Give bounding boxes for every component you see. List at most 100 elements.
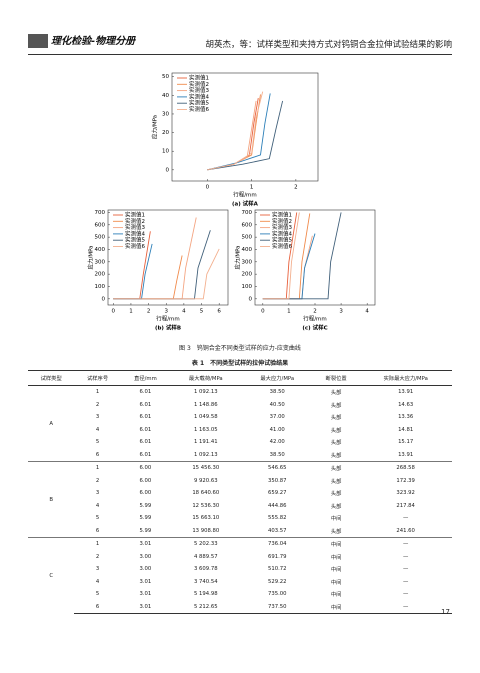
table-cell: 546.65 xyxy=(241,461,313,475)
table-cell: 6.01 xyxy=(139,401,152,408)
table-cell: 中间 xyxy=(330,592,342,599)
legend-label: 实测值6 xyxy=(272,242,293,250)
table-cell: 14.63 xyxy=(398,401,414,408)
table-cell: 444.86 xyxy=(267,502,287,509)
table-cell: 323.92 xyxy=(396,490,415,497)
table-cell: 中间 xyxy=(330,567,342,574)
table-cell: 头部 xyxy=(330,528,342,535)
page-number: 17 xyxy=(441,608,450,616)
legend-label: 实测值6 xyxy=(125,242,146,250)
y-tick-label: 0 xyxy=(166,167,170,173)
table-cell: 14.81 xyxy=(398,426,414,433)
table-cell: 510.72 xyxy=(267,566,287,573)
table-row: 2 6.00 9 920.63 350.87 头部 172.39 xyxy=(28,475,452,488)
table-cell: 13.91 xyxy=(359,385,452,399)
table-cell: 737.50 xyxy=(241,600,313,614)
table-cell: 5 xyxy=(95,515,100,522)
x-tick-label: 1 xyxy=(250,185,254,191)
table-cell: 529.22 xyxy=(267,578,287,585)
table-cell: 6.01 xyxy=(120,385,171,399)
table-row: 6 3.01 5 212.65 737.50 中间 — xyxy=(28,600,452,614)
y-axis-label: 应力/MPa xyxy=(151,115,159,139)
chart-caption: (c) 试样C xyxy=(302,324,327,332)
column-header: 试样序号 xyxy=(74,370,121,386)
table-cell: 6.01 xyxy=(139,426,152,433)
x-tick-label: 0 xyxy=(206,185,210,191)
table-cell: 2 xyxy=(95,477,100,484)
table-cell: 6.00 xyxy=(139,477,152,484)
y-tick-label: 0 xyxy=(249,296,253,302)
y-tick-label: 400 xyxy=(95,247,106,253)
table-cell: 头部 xyxy=(330,478,342,485)
table-cell: 头部 xyxy=(330,503,342,510)
table-cell: 3 xyxy=(95,414,100,421)
y-tick-label: 0 xyxy=(102,296,106,302)
journal-name: 理化检验-物理分册 xyxy=(51,36,136,47)
y-tick-label: 20 xyxy=(162,130,169,136)
legend-label: 实测值4 xyxy=(189,92,210,100)
column-header: 最大应力/MPa xyxy=(241,370,313,386)
table-row: 5 5.99 15 663.10 555.82 中间 — xyxy=(28,512,452,525)
table-cell: 中间 xyxy=(312,537,360,551)
running-title: 胡英杰，等：试样类型和夹持方式对钨铜合金拉伸试验结果的影响 xyxy=(205,40,452,50)
table-cell: 1 049.58 xyxy=(194,414,218,421)
data-line xyxy=(262,212,342,300)
legend-label: 实测值3 xyxy=(125,223,146,231)
table-row: B 1 6.00 15 456.30 546.65 头部 268.58 xyxy=(28,461,452,538)
x-tick-label: 3 xyxy=(339,309,343,315)
table-row: 2 6.01 1 148.86 40.50 头部 14.63 xyxy=(28,399,452,412)
x-tick-label: 3 xyxy=(164,309,168,315)
table-cell: 4 xyxy=(95,502,100,509)
x-tick-label: 4 xyxy=(365,309,369,315)
table-cell: 6.01 xyxy=(139,439,152,446)
table-cell: 4 xyxy=(95,426,100,433)
table-cell: 头部 xyxy=(330,415,342,422)
table-cell: 6.00 xyxy=(139,490,152,497)
table-cell: 15 456.30 xyxy=(170,461,242,475)
table-cell: 3.01 xyxy=(120,537,171,551)
legend-label: 实测值5 xyxy=(125,236,146,244)
y-tick-label: 300 xyxy=(242,259,253,265)
table-cell: 350.87 xyxy=(267,477,287,484)
table-row: 5 3.01 5 194.98 735.00 中间 — xyxy=(28,588,452,601)
x-tick-label: 2 xyxy=(294,185,298,191)
table-cell: — xyxy=(403,591,409,598)
table-cell: 头部 xyxy=(312,385,360,399)
table-row: 2 3.00 4 889.57 691.79 中间 — xyxy=(28,551,452,564)
table-row: 3 6.01 1 049.58 37.00 头部 13.36 xyxy=(28,411,452,424)
figure-caption: 图 3 钨铜合金不同类型试样的应力-应变曲线 xyxy=(179,345,301,352)
chart-caption: (a) 试样A xyxy=(232,200,259,208)
table-cell: 13.36 xyxy=(398,414,414,421)
y-tick-label: 100 xyxy=(242,284,253,290)
journal-logo: 理化检验-物理分册 xyxy=(28,32,135,48)
table-cell: 3 740.54 xyxy=(194,578,218,585)
column-header: 断裂位置 xyxy=(312,370,360,386)
legend-label: 实测值4 xyxy=(272,229,293,237)
table-cell: 18 640.60 xyxy=(192,490,220,497)
table-cell: 头部 xyxy=(312,461,360,475)
x-axis-label: 行程/mm xyxy=(303,315,327,323)
group-cell: C xyxy=(28,537,75,614)
table-cell: 6.00 xyxy=(120,461,171,475)
table-cell: — xyxy=(403,578,409,585)
legend-label: 实测值5 xyxy=(272,236,293,244)
y-tick-label: 700 xyxy=(95,210,106,216)
legend-label: 实测值5 xyxy=(189,99,210,107)
y-tick-label: 600 xyxy=(242,222,253,228)
y-tick-label: 100 xyxy=(95,284,106,290)
chart-caption: (b) 试样B xyxy=(155,324,181,332)
table-cell: 6 xyxy=(95,451,100,458)
x-tick-label: 1 xyxy=(129,309,133,315)
table-cell: 5.99 xyxy=(139,502,152,509)
y-tick-label: 50 xyxy=(162,74,169,80)
x-tick-label: 2 xyxy=(313,309,317,315)
results-table: 试样类型 试样序号 直径/mm 最大载荷/MPa 最大应力/MPa 断裂位置 实际最大应力/… xyxy=(28,370,452,614)
x-tick-label: 2 xyxy=(147,309,151,315)
table-cell: 241.60 xyxy=(396,527,415,534)
table-cell: 42.00 xyxy=(269,439,285,446)
y-tick-label: 10 xyxy=(162,149,169,155)
table-cell: 3.01 xyxy=(120,600,171,614)
table-cell: 5 212.65 xyxy=(170,600,242,614)
table-cell: 4 xyxy=(95,578,100,585)
